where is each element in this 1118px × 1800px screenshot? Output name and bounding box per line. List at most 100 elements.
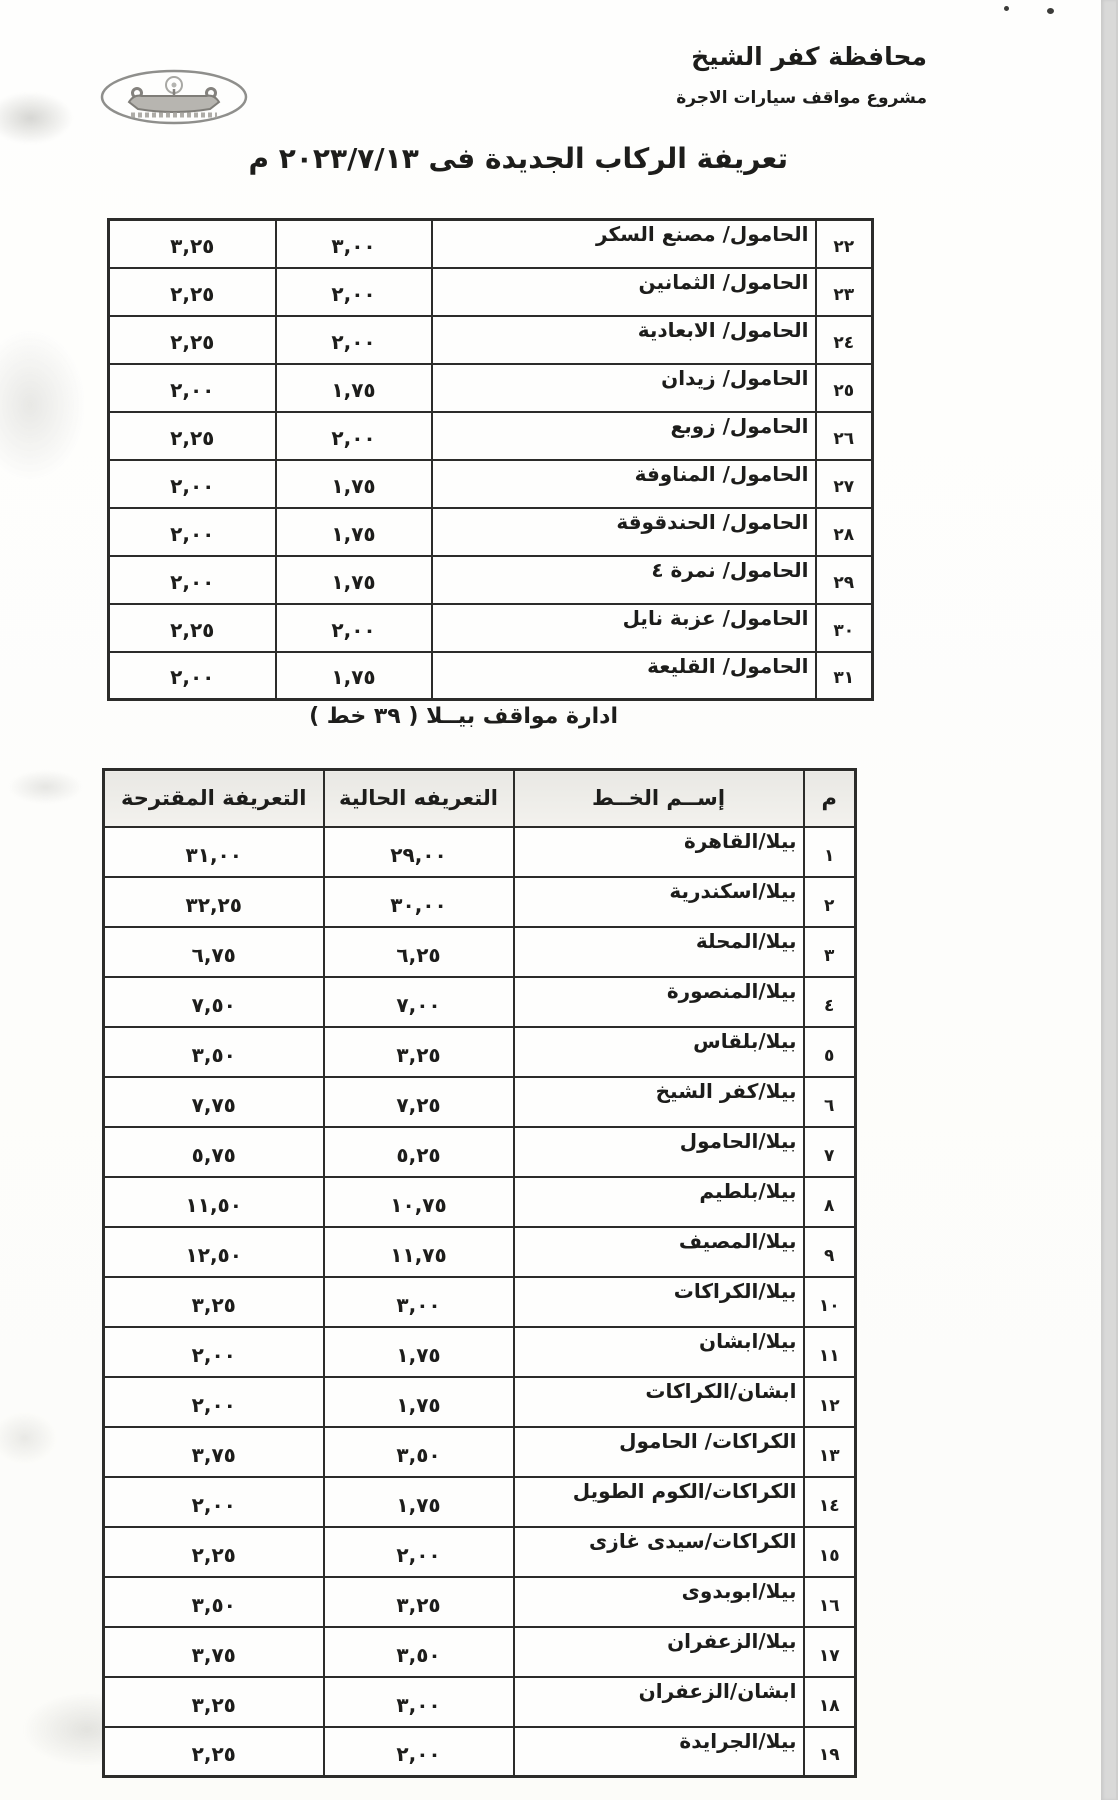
current-tariff: ٧,٠٠ [322,975,515,1028]
governorate-name: محافظة كفر الشيخ [691,42,927,71]
row-number: ٣١ [814,650,874,701]
current-tariff: ١,٧٥ [322,1475,515,1528]
route-name: الحامول/ زوبع [430,410,817,461]
scan-speck [1004,6,1009,11]
row-number: ١٠ [802,1275,857,1328]
table-row: ٣١ الحامول/ القليعة ١,٧٥ ٢,٠٠ [107,650,874,701]
proposed-tariff: ٥,٧٥ [102,1125,325,1178]
table-row: ١٣ الكراكات/ الحامول ٣,٥٠ ٣,٧٥ [102,1425,857,1478]
current-tariff: ١١,٧٥ [322,1225,515,1278]
proposed-tariff: ٢,٠٠ [102,1325,325,1378]
project-name: مشروع مواقف سيارات الاجرة [676,88,927,108]
proposed-tariff: ٣,٢٥ [107,218,277,269]
current-tariff: ٢,٠٠ [322,1525,515,1578]
table-row: ٩ بيلا/المصيف ١١,٧٥ ١٢,٥٠ [102,1225,857,1278]
proposed-tariff: ٢,٢٥ [107,602,277,653]
row-number: ١٥ [802,1525,857,1578]
row-number: ١ [802,825,857,878]
row-number: ٢٨ [814,506,874,557]
row-number: ٤ [802,975,857,1028]
col-header-current: التعريفه الحالية [322,768,515,828]
row-number: ١٢ [802,1375,857,1428]
row-number: ٧ [802,1125,857,1178]
row-number: ٢٩ [814,554,874,605]
table-row: ٢٥ الحامول/ زيدان ١,٧٥ ٢,٠٠ [107,362,874,413]
table-row: ١ بيلا/القاهرة ٢٩,٠٠ ٣١,٠٠ [102,825,857,878]
current-tariff: ١,٧٥ [274,650,433,701]
route-name: بيلا/بلطيم [512,1175,805,1228]
table-row: ٢٢ الحامول/ مصنع السكر ٣,٠٠ ٣,٢٥ [107,218,874,269]
proposed-tariff: ٢,٠٠ [107,650,277,701]
table-row: ٧ بيلا/الحامول ٥,٢٥ ٥,٧٥ [102,1125,857,1178]
table-row: ٣ بيلا/المحلة ٦,٢٥ ٦,٧٥ [102,925,857,978]
route-name: بيلا/ابوبدوى [512,1575,805,1628]
route-name: بيلا/المصيف [512,1225,805,1278]
row-number: ١٧ [802,1625,857,1678]
row-number: ٨ [802,1175,857,1228]
row-number: ١٤ [802,1475,857,1528]
row-number: ٢٤ [814,314,874,365]
proposed-tariff: ٢,٠٠ [107,362,277,413]
proposed-tariff: ٢,٠٠ [102,1475,325,1528]
current-tariff: ٢٩,٠٠ [322,825,515,878]
route-name: بيلا/المنصورة [512,975,805,1028]
current-tariff: ٥,٢٥ [322,1125,515,1178]
proposed-tariff: ٣,٧٥ [102,1625,325,1678]
table-row: ١٢ ابشان/الكراكات ١,٧٥ ٢,٠٠ [102,1375,857,1428]
route-name: بيلا/الحامول [512,1125,805,1178]
route-name: الكراكات/ الحامول [512,1425,805,1478]
row-number: ٢٦ [814,410,874,461]
table-row: ٦ بيلا/كفر الشيخ ٧,٢٥ ٧,٧٥ [102,1075,857,1128]
route-name: الحامول/ المناوفة [430,458,817,509]
table-row: ٣٠ الحامول/ عزبة نايل ٢,٠٠ ٢,٢٥ [107,602,874,653]
route-name: الحامول/ القليعة [430,650,817,701]
col-header-name: إســم الخــط [512,768,805,828]
current-tariff: ٢,٠٠ [274,410,433,461]
proposed-tariff: ٢,٢٥ [107,410,277,461]
table-row: ١٥ الكراكات/سيدى غازى ٢,٠٠ ٢,٢٥ [102,1525,857,1578]
proposed-tariff: ٢,٢٥ [107,266,277,317]
row-number: ١٣ [802,1425,857,1478]
proposed-tariff: ٣,٥٠ [102,1025,325,1078]
proposed-tariff: ٢,٠٠ [107,458,277,509]
row-number: ١١ [802,1325,857,1378]
route-name: بيلا/الجرايدة [512,1725,805,1778]
scan-smudge [0,1412,57,1464]
current-tariff: ٢,٠٠ [274,266,433,317]
route-name: بيلا/بلقاس [512,1025,805,1078]
current-tariff: ٢,٠٠ [274,314,433,365]
row-number: ٥ [802,1025,857,1078]
route-name: بيلا/المحلة [512,925,805,978]
row-number: ١٦ [802,1575,857,1628]
current-tariff: ٦,٢٥ [322,925,515,978]
table-row: ١١ بيلا/ابشان ١,٧٥ ٢,٠٠ [102,1325,857,1378]
table-row: ٢ بيلا/اسكندرية ٣٠,٠٠ ٣٢,٢٥ [102,875,857,928]
proposed-tariff: ٣,٧٥ [102,1425,325,1478]
table-row: ١٩ بيلا/الجرايدة ٢,٠٠ ٢,٢٥ [102,1725,857,1778]
route-name: الحامول/ نمرة ٤ [430,554,817,605]
route-name: ابشان/الكراكات [512,1375,805,1428]
route-name: الحامول/ الابعادية [430,314,817,365]
current-tariff: ٣,٢٥ [322,1575,515,1628]
route-name: الحامول/ الثمانين [430,266,817,317]
proposed-tariff: ٢,٠٠ [107,554,277,605]
table-row: ١٦ بيلا/ابوبدوى ٣,٢٥ ٣,٥٠ [102,1575,857,1628]
proposed-tariff: ٣٢,٢٥ [102,875,325,928]
route-name: الحامول/ الحندقوقة [430,506,817,557]
current-tariff: ٣,٠٠ [274,218,433,269]
route-name: بيلا/القاهرة [512,825,805,878]
table-row: ٢٨ الحامول/ الحندقوقة ١,٧٥ ٢,٠٠ [107,506,874,557]
table-row: ٢٧ الحامول/ المناوفة ١,٧٥ ٢,٠٠ [107,458,874,509]
table-row: ٤ بيلا/المنصورة ٧,٠٠ ٧,٥٠ [102,975,857,1028]
route-name: الحامول/ عزبة نايل [430,602,817,653]
current-tariff: ١,٧٥ [322,1375,515,1428]
proposed-tariff: ٢,٠٠ [102,1375,325,1428]
proposed-tariff: ٢,٢٥ [107,314,277,365]
route-name: الكراكات/الكوم الطويل [512,1475,805,1528]
scan-smudge [8,770,83,804]
row-number: ١٩ [802,1725,857,1778]
table-row: ١٧ بيلا/الزعفران ٣,٥٠ ٣,٧٥ [102,1625,857,1678]
row-number: ٩ [802,1225,857,1278]
bella-tariff-table: م إســم الخــط التعريفه الحالية التعريفة… [102,768,857,1778]
table-row: ١٨ ابشان/الزعفران ٣,٠٠ ٣,٢٥ [102,1675,857,1728]
